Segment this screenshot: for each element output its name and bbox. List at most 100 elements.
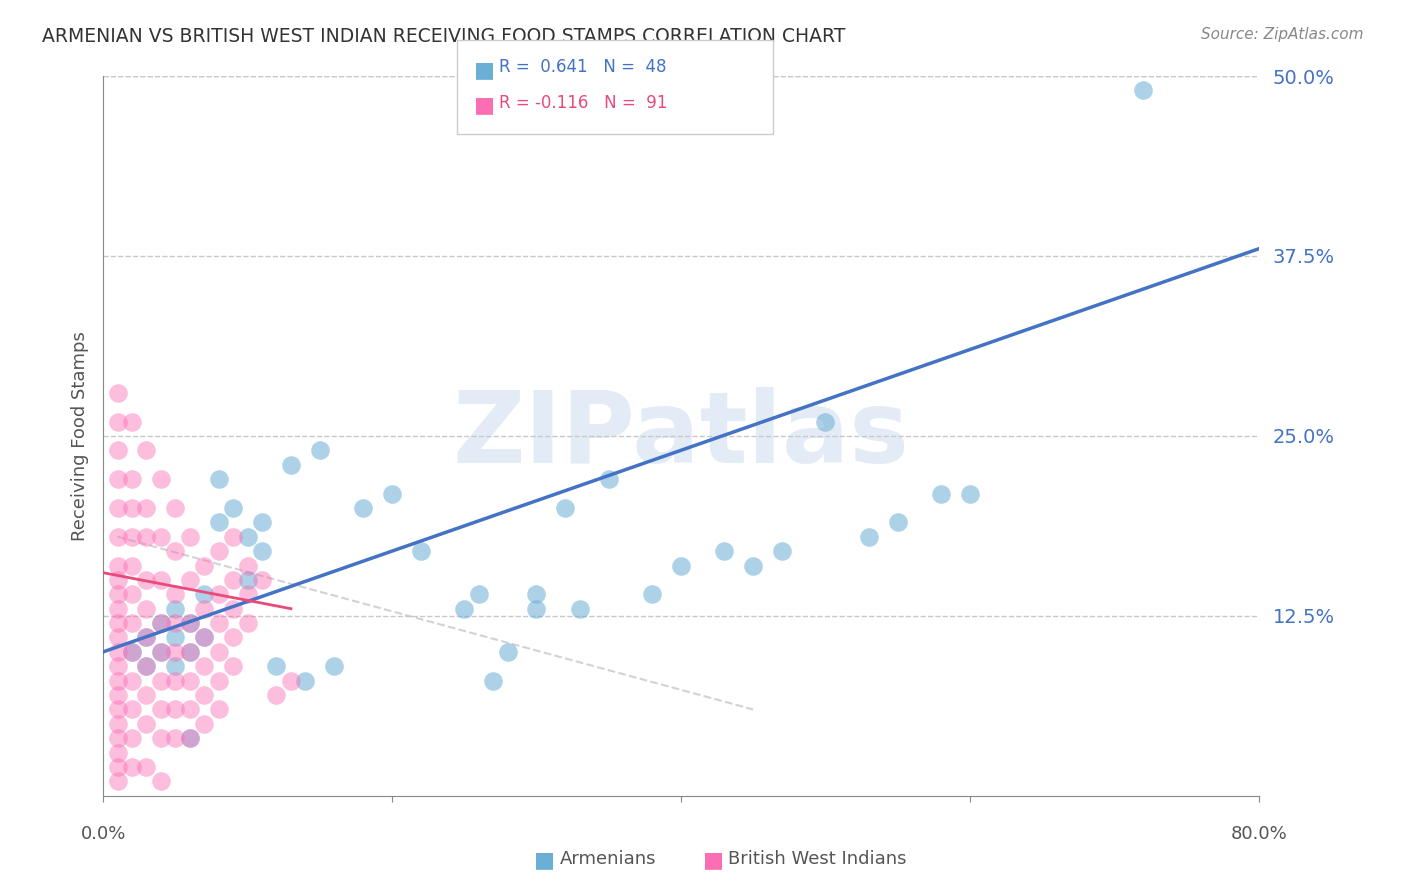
Point	[222, 601, 245, 615]
Text: ■: ■	[703, 850, 724, 870]
Point	[222, 530, 245, 544]
Point	[107, 645, 129, 659]
Point	[135, 530, 157, 544]
Point	[107, 587, 129, 601]
Point	[165, 587, 187, 601]
Point	[135, 688, 157, 702]
Point	[222, 631, 245, 645]
Point	[107, 530, 129, 544]
Point	[179, 530, 201, 544]
Point	[222, 500, 245, 515]
Point	[193, 717, 215, 731]
Point	[467, 587, 489, 601]
Point	[149, 731, 172, 746]
Point	[179, 731, 201, 746]
Point	[858, 530, 880, 544]
Point	[742, 558, 765, 573]
Point	[179, 645, 201, 659]
Text: ■: ■	[474, 60, 495, 79]
Point	[236, 587, 259, 601]
Point	[669, 558, 692, 573]
Point	[149, 645, 172, 659]
Point	[135, 631, 157, 645]
Point	[250, 573, 273, 587]
Point	[250, 516, 273, 530]
Point	[598, 472, 620, 486]
Point	[165, 645, 187, 659]
Point	[107, 443, 129, 458]
Point	[107, 573, 129, 587]
Point	[236, 558, 259, 573]
Text: ■: ■	[474, 95, 495, 115]
Point	[121, 760, 143, 774]
Point	[959, 486, 981, 500]
Point	[107, 774, 129, 789]
Point	[107, 731, 129, 746]
Point	[294, 673, 316, 688]
Point	[107, 717, 129, 731]
Point	[929, 486, 952, 500]
Point	[208, 702, 231, 716]
Point	[266, 659, 288, 673]
Point	[179, 573, 201, 587]
Point	[193, 601, 215, 615]
Point	[107, 746, 129, 760]
Text: British West Indians: British West Indians	[728, 850, 907, 868]
Point	[179, 645, 201, 659]
Point	[308, 443, 330, 458]
Point	[193, 659, 215, 673]
Point	[208, 587, 231, 601]
Point	[107, 385, 129, 400]
Point	[121, 472, 143, 486]
Point	[193, 631, 215, 645]
Point	[381, 486, 404, 500]
Point	[165, 631, 187, 645]
Point	[149, 472, 172, 486]
Text: ■: ■	[534, 850, 555, 870]
Point	[165, 673, 187, 688]
Point	[165, 702, 187, 716]
Text: Source: ZipAtlas.com: Source: ZipAtlas.com	[1201, 27, 1364, 42]
Point	[121, 731, 143, 746]
Point	[121, 645, 143, 659]
Point	[453, 601, 475, 615]
Text: Armenians: Armenians	[560, 850, 657, 868]
Point	[121, 415, 143, 429]
Point	[236, 573, 259, 587]
Point	[713, 544, 735, 558]
Point	[107, 616, 129, 631]
Point	[193, 688, 215, 702]
Point	[135, 717, 157, 731]
Point	[1132, 83, 1154, 97]
Point	[121, 673, 143, 688]
Point	[135, 601, 157, 615]
Point	[208, 645, 231, 659]
Point	[222, 659, 245, 673]
Point	[135, 659, 157, 673]
Point	[208, 472, 231, 486]
Point	[107, 702, 129, 716]
Point	[107, 760, 129, 774]
Point	[107, 558, 129, 573]
Point	[568, 601, 591, 615]
Point	[409, 544, 432, 558]
Point	[135, 573, 157, 587]
Point	[280, 458, 302, 472]
Point	[107, 472, 129, 486]
Point	[482, 673, 505, 688]
Point	[107, 659, 129, 673]
Point	[135, 500, 157, 515]
Point	[135, 659, 157, 673]
Point	[121, 558, 143, 573]
Point	[236, 530, 259, 544]
Point	[121, 645, 143, 659]
Point	[179, 702, 201, 716]
Point	[165, 544, 187, 558]
Point	[179, 616, 201, 631]
Point	[107, 415, 129, 429]
Point	[107, 500, 129, 515]
Point	[526, 587, 548, 601]
Text: R =  0.641   N =  48: R = 0.641 N = 48	[499, 58, 666, 76]
Point	[250, 544, 273, 558]
Point	[770, 544, 793, 558]
